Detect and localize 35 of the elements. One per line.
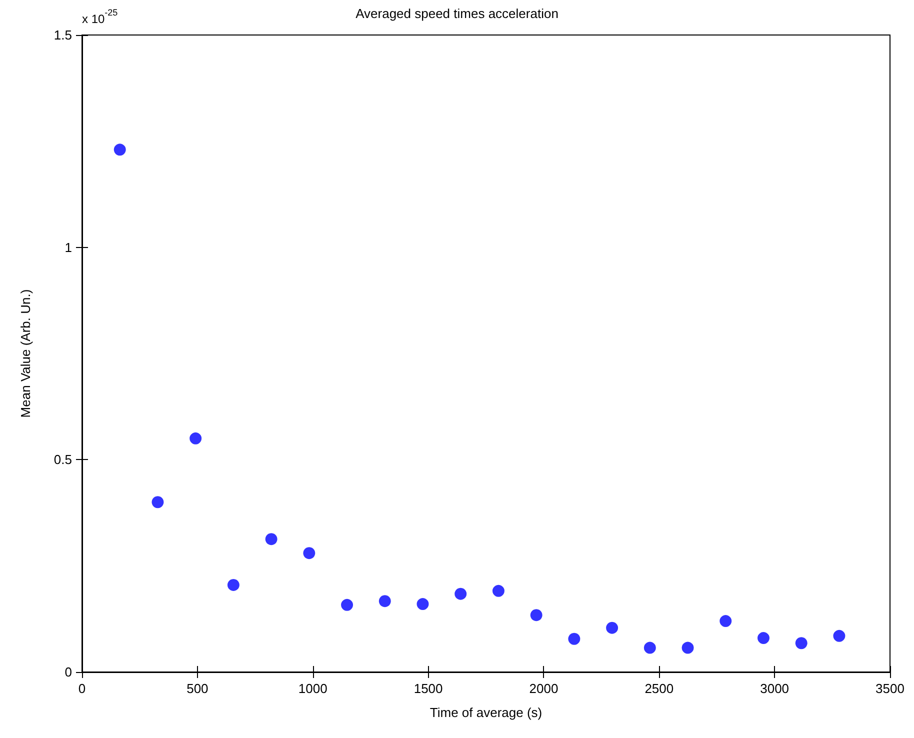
point xyxy=(492,584,504,597)
point xyxy=(682,642,694,654)
point xyxy=(833,630,846,642)
x-tick-label: 1500 xyxy=(414,681,443,696)
chart-title: Averaged speed times acceleration xyxy=(356,6,558,21)
point xyxy=(152,496,164,508)
point xyxy=(265,533,278,546)
y-tick-label: 1.5 xyxy=(54,28,72,42)
y-axis-title: Mean Value (Arb. Un.) xyxy=(18,289,33,418)
x-tick-label: 3500 xyxy=(876,681,904,696)
point xyxy=(454,588,467,600)
point xyxy=(568,632,580,645)
point xyxy=(530,609,542,622)
y-tick-label: 1 xyxy=(64,240,72,255)
point xyxy=(758,632,770,644)
x-tick-label: 2500 xyxy=(644,681,674,696)
x-axis-title: Time of average (s) xyxy=(430,705,542,720)
point xyxy=(795,637,808,650)
x-tick-label: 1000 xyxy=(298,681,328,696)
point xyxy=(644,642,656,654)
x-tick-label: 500 xyxy=(186,681,208,696)
x-tick-label: 0 xyxy=(78,681,86,696)
point xyxy=(720,615,732,628)
point xyxy=(416,598,429,610)
x-tick-label: 2000 xyxy=(529,681,558,696)
x-tick-label: 3000 xyxy=(760,681,790,696)
point xyxy=(341,598,354,611)
point xyxy=(378,595,391,608)
y-tick-label: 0.5 xyxy=(54,452,72,468)
point xyxy=(227,578,240,591)
point xyxy=(303,547,316,560)
y-tick-label: 0 xyxy=(64,664,72,680)
point xyxy=(190,432,202,444)
point xyxy=(606,622,618,634)
point xyxy=(114,144,126,156)
